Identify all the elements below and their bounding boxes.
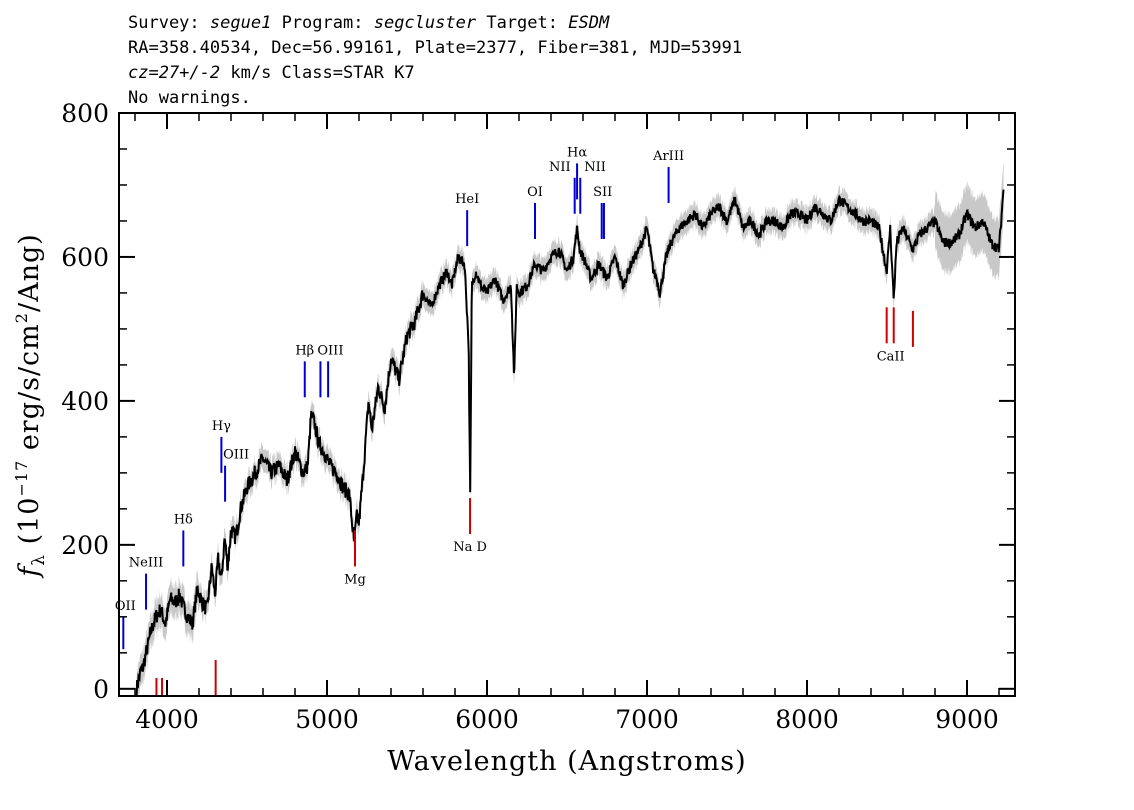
x-tick-label: 6000 xyxy=(455,705,519,734)
plot-frame xyxy=(118,112,1016,697)
y-tick-label: 400 xyxy=(61,387,109,416)
x-tick-label: 4000 xyxy=(135,705,199,734)
line-label-8: HeI xyxy=(455,192,479,207)
program-label: Program: xyxy=(281,13,364,33)
cz-value: cz=27+/-2 xyxy=(128,63,221,83)
warnings-line: No warnings. xyxy=(128,88,251,108)
line-label-10: NII xyxy=(549,160,571,175)
line-label-4: OIII xyxy=(223,448,249,463)
x-axis-label: Wavelength (Angstroms) xyxy=(387,746,746,777)
line-label-6: OIII xyxy=(317,343,343,358)
y-axis-label: fλ (10−17 erg/s/cm2/Ang) xyxy=(12,233,49,579)
x-tick-label: 5000 xyxy=(295,705,359,734)
line-label-12: NII xyxy=(584,160,606,175)
target-label: Target: xyxy=(486,13,558,33)
header-line-3: cz=27+/-2 km/s Class=STAR K7 xyxy=(128,63,415,83)
line-label-15: ArIII xyxy=(652,149,684,164)
flux-line xyxy=(135,189,1005,696)
class-value: km/s Class=STAR K7 xyxy=(220,63,415,83)
y-tick-label: 0 xyxy=(93,675,109,704)
line-label-5: Hβ xyxy=(295,343,314,358)
line-label-20: Na D xyxy=(453,540,487,555)
y-tick-label: 600 xyxy=(61,243,109,272)
line-label-3: Hγ xyxy=(212,419,231,434)
header-line-2: RA=358.40534, Dec=56.99161, Plate=2377, … xyxy=(128,38,743,58)
line-label-19: Mg xyxy=(344,572,366,587)
line-label-21: CaII xyxy=(877,349,905,364)
line-label-13: SII xyxy=(593,185,612,200)
y-tick-label: 200 xyxy=(61,531,109,560)
y-tick-label: 800 xyxy=(61,99,109,128)
target-value: ESDM xyxy=(568,13,610,33)
line-label-1: NeIII xyxy=(129,556,163,571)
line-label-2: Hδ xyxy=(174,512,193,527)
error-band xyxy=(136,160,1004,696)
axis-ticks: 4000 5000 6000 7000 8000 9000 0 200 400 600 800 xyxy=(61,99,1015,734)
survey-value: segue1 xyxy=(209,13,272,33)
survey-label: Survey: xyxy=(128,13,200,33)
flux-series xyxy=(135,189,1005,696)
x-tick-label: 7000 xyxy=(615,705,679,734)
program-value: segcluster xyxy=(373,13,477,33)
line-label-9: OI xyxy=(527,185,543,200)
line-label-11: Hα xyxy=(567,145,587,160)
x-tick-label: 9000 xyxy=(935,705,999,734)
header-line-1: Survey: segue1 Program: segcluster Targe… xyxy=(128,13,609,33)
error-band-area xyxy=(136,160,1004,696)
line-label-0: OII xyxy=(115,599,136,614)
x-tick-label: 8000 xyxy=(775,705,839,734)
